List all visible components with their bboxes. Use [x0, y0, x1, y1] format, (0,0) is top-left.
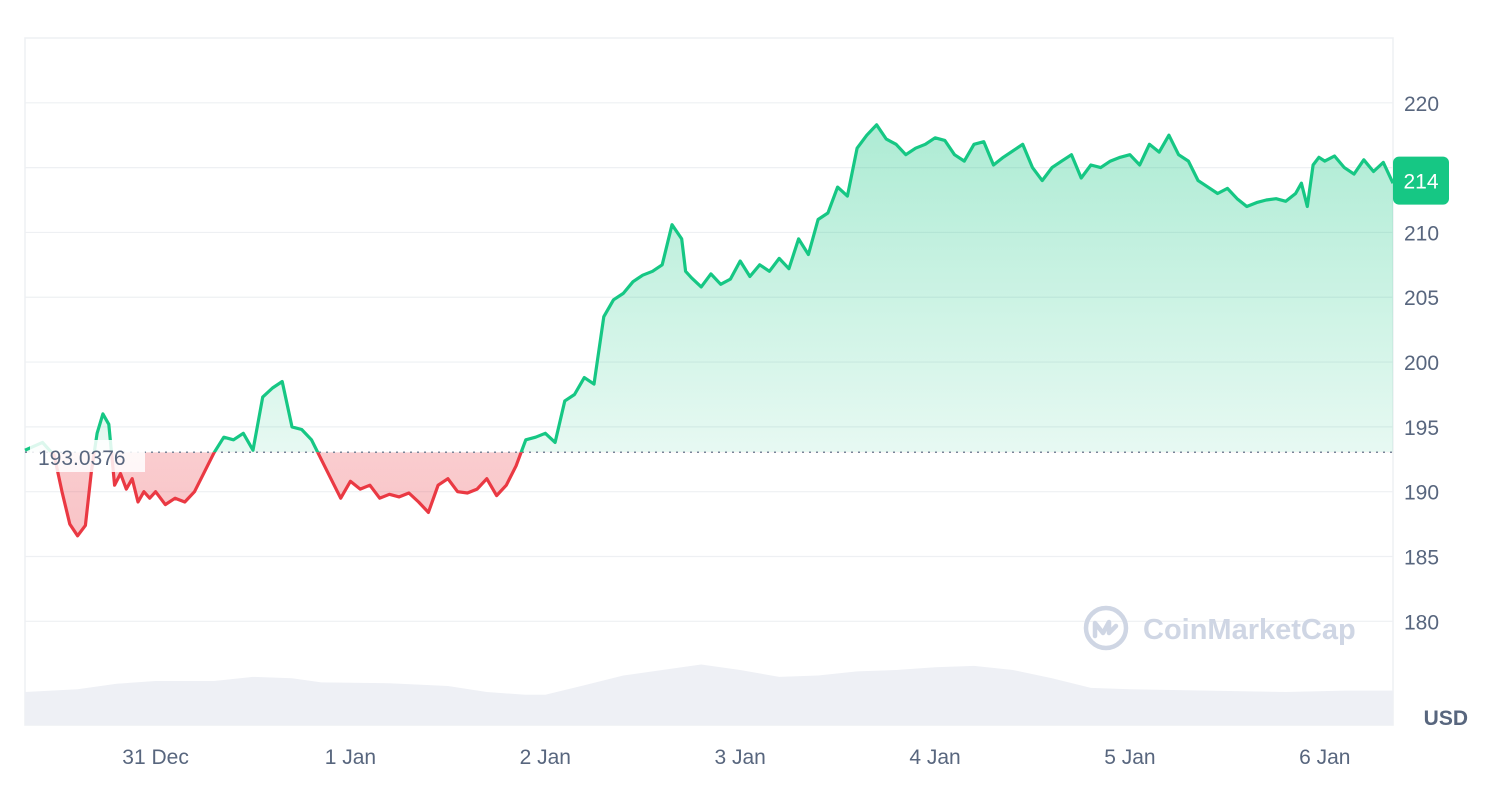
currency-unit-label: USD [1424, 707, 1468, 730]
price-line-up [24, 123, 1395, 453]
price-fill [25, 124, 1393, 536]
x-tick-label: 3 Jan [714, 746, 765, 769]
y-tick-label: 200 [1404, 352, 1439, 375]
x-tick-label: 4 Jan [909, 746, 960, 769]
y-axis: 220 210 205 200 195 190 185 180 [1404, 93, 1439, 634]
y-tick-label: 180 [1404, 611, 1439, 634]
y-tick-label: 190 [1404, 482, 1439, 505]
volume-area [25, 664, 1393, 725]
y-tick-label: 195 [1404, 417, 1439, 440]
x-tick-label: 31 Dec [122, 746, 189, 769]
volume-shape [25, 664, 1393, 725]
y-tick-label: 210 [1404, 222, 1439, 245]
price-fill-down [51, 452, 522, 536]
y-tick-label: 205 [1404, 287, 1439, 310]
current-price-badge-background [1393, 156, 1449, 205]
x-tick-label: 1 Jan [325, 746, 376, 769]
x-tick-label: 5 Jan [1104, 746, 1155, 769]
baseline-label-background [30, 440, 145, 472]
x-tick-label: 6 Jan [1299, 746, 1350, 769]
current-price-label: 214 [1403, 171, 1438, 194]
y-tick-label: 185 [1404, 546, 1439, 569]
price-line [24, 123, 1395, 538]
watermark: CoinMarketCap [1083, 605, 1356, 651]
coinmarketcap-logo-icon [1083, 605, 1129, 651]
x-tick-label: 2 Jan [520, 746, 571, 769]
baseline-label: 193.0376 [38, 447, 126, 470]
y-tick-label: 220 [1404, 93, 1439, 116]
watermark-text: CoinMarketCap [1143, 614, 1356, 646]
price-fill-up [25, 124, 1393, 453]
current-price-badge: 214 [1393, 156, 1449, 205]
x-axis: 31 Dec 1 Jan 2 Jan 3 Jan 4 Jan 5 Jan 6 Jan [122, 746, 1350, 769]
